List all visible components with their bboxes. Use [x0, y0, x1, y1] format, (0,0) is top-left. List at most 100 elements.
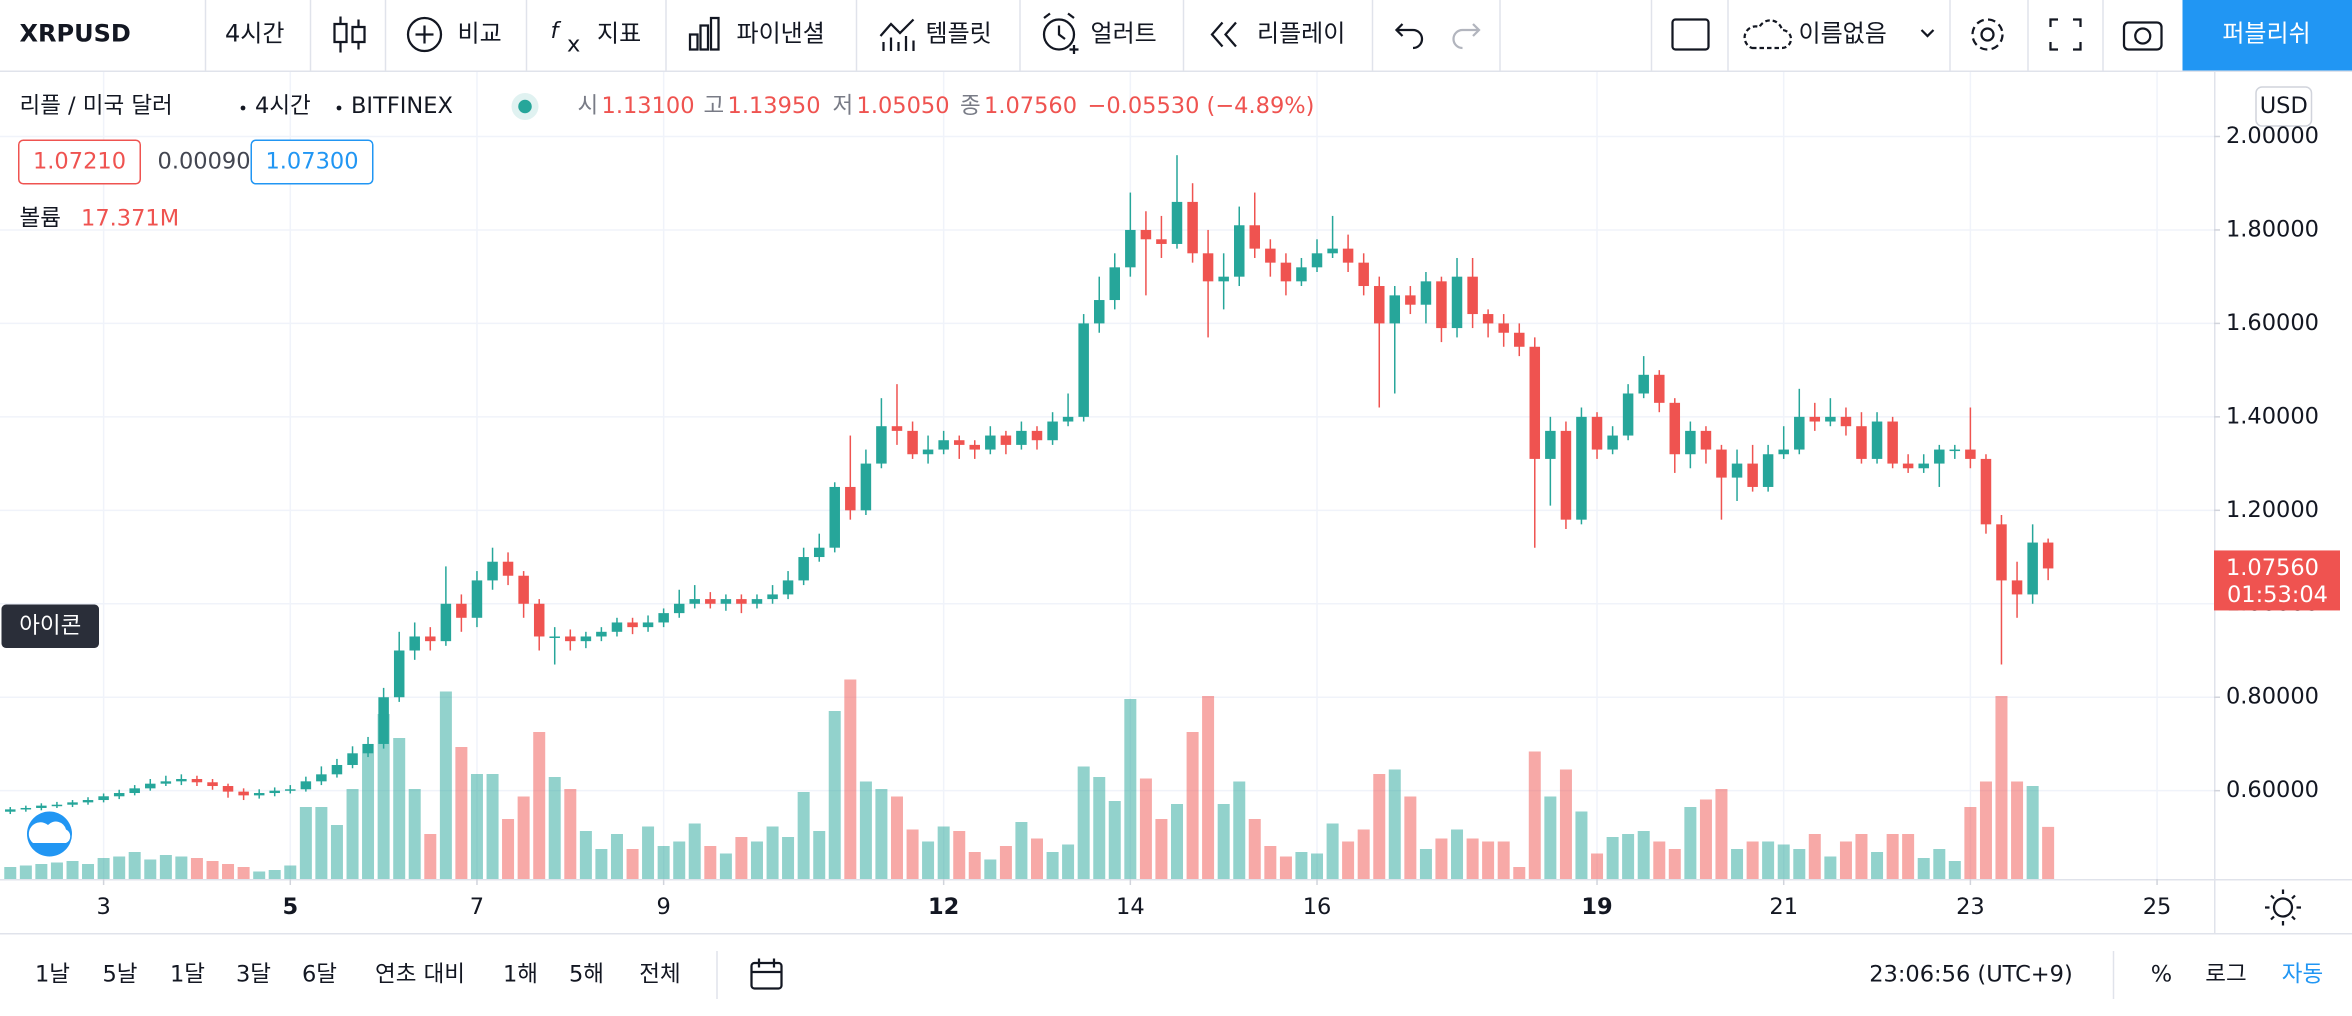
- range-button[interactable]: 6달: [302, 962, 337, 988]
- currency-button[interactable]: [2255, 86, 2313, 127]
- candle-body: [705, 599, 716, 604]
- candle-body: [953, 440, 965, 445]
- currency[interactable]: USD: [2260, 93, 2308, 119]
- candle-body: [440, 603, 452, 642]
- symbol[interactable]: XRPUSD: [20, 20, 131, 48]
- alert[interactable]: 얼러트: [1091, 20, 1157, 48]
- templates-icon[interactable]: [879, 18, 915, 52]
- log-toggle[interactable]: 로그: [2205, 962, 2246, 988]
- undo-icon[interactable]: [1394, 23, 1424, 50]
- candle-body: [2027, 542, 2038, 595]
- chart-type-icon[interactable]: [333, 16, 366, 53]
- low-value: 1.05050: [857, 93, 950, 119]
- range-button[interactable]: 3달: [236, 962, 271, 988]
- templates[interactable]: 템플릿: [926, 20, 992, 48]
- compare[interactable]: 비교: [458, 20, 502, 48]
- camera-icon[interactable]: [2122, 21, 2163, 51]
- bid-box[interactable]: [18, 139, 141, 185]
- candle-body: [471, 580, 483, 618]
- volume-bar: [657, 846, 670, 880]
- volume-bar: [922, 841, 935, 880]
- volume-bar: [1466, 838, 1479, 880]
- ask[interactable]: 1.07300: [265, 149, 358, 175]
- interval[interactable]: 4시간: [225, 20, 284, 48]
- range-button[interactable]: 5해: [569, 962, 604, 988]
- redo-icon[interactable]: [1452, 23, 1481, 50]
- layout-name[interactable]: 이름없음: [1799, 20, 1887, 48]
- top-toolbar: XRPUSD 4시간 비교 f x 지표 파이낸셜 템플릿 얼러트 리플레이 이…: [0, 0, 2352, 73]
- range-button[interactable]: 전체: [639, 962, 680, 988]
- volume-bar: [1295, 852, 1308, 880]
- logo-cloud: [28, 821, 71, 844]
- alert-icon[interactable]: [1042, 12, 1079, 55]
- candle-body: [922, 449, 934, 455]
- compare-icon[interactable]: [406, 16, 443, 53]
- candle-body: [1762, 454, 1774, 487]
- x-tick-label: 7: [470, 894, 484, 920]
- candle-body: [1529, 346, 1541, 459]
- volume-bar: [1622, 834, 1635, 880]
- axis-settings-icon[interactable]: [2265, 889, 2301, 926]
- volume-bar: [346, 789, 359, 880]
- financials-icon[interactable]: [688, 16, 720, 51]
- volume-bar: [159, 855, 172, 880]
- y-tick-label: 2.00000: [2226, 123, 2319, 149]
- candle-body: [1202, 253, 1214, 282]
- financials[interactable]: 파이낸셜: [737, 20, 825, 48]
- dropdown-icon[interactable]: [1920, 29, 1935, 38]
- candle-body: [1965, 449, 1976, 459]
- candle-body: [1669, 402, 1681, 455]
- candle-body: [1809, 416, 1821, 422]
- indicator-icon[interactable]: f: [551, 18, 562, 44]
- x-tick-label: 9: [656, 894, 670, 920]
- x-tick-label: 16: [1303, 894, 1332, 920]
- volume-bar: [1793, 849, 1806, 880]
- symbol-title: 리플 / 미국 달러: [20, 93, 173, 119]
- candle-body: [1591, 416, 1603, 450]
- y-tick-label: 1.20000: [2226, 497, 2319, 523]
- y-tick-label: 1.60000: [2226, 310, 2319, 336]
- range-button[interactable]: 1해: [503, 962, 538, 988]
- candle-body: [1871, 421, 1883, 459]
- fullscreen-icon[interactable]: [2049, 18, 2082, 51]
- candle-body: [1467, 276, 1478, 315]
- price-tag-countdown: 01:53:04: [2227, 582, 2328, 608]
- replay[interactable]: 리플레이: [1257, 20, 1345, 48]
- volume-bar: [424, 834, 437, 880]
- percent-toggle[interactable]: %: [2151, 962, 2172, 988]
- candle-body: [1654, 374, 1665, 403]
- settings-icon[interactable]: [1971, 18, 2004, 51]
- candle-body: [1187, 201, 1198, 254]
- volume-bar: [66, 861, 79, 880]
- indicators[interactable]: 지표: [597, 20, 641, 48]
- volume-bar: [1217, 804, 1230, 880]
- bid[interactable]: 1.07210: [33, 149, 126, 175]
- volume-bar: [1186, 732, 1199, 880]
- cloud-icon: [1743, 19, 1793, 50]
- tooltip: 아이콘: [19, 613, 81, 639]
- bottom-bar: 23:06:56 (UTC+9) % 로그 자동 1날 5날 1달 3달 6달 연초 대비…: [35, 951, 2323, 1000]
- candle-body: [1171, 201, 1183, 244]
- volume-bar: [750, 841, 763, 880]
- volume-bar: [1108, 801, 1121, 880]
- replay-icon[interactable]: [1210, 21, 1237, 48]
- volume-bar: [128, 852, 141, 880]
- auto-toggle[interactable]: 자동: [2282, 962, 2323, 988]
- range-button[interactable]: 1달: [170, 962, 205, 988]
- volume-bar: [393, 738, 406, 880]
- range-button[interactable]: 5날: [102, 962, 137, 988]
- publish[interactable]: 퍼블리쉬: [2222, 20, 2310, 48]
- volume-bar: [1995, 696, 2008, 880]
- layout-icon[interactable]: [1671, 18, 1710, 51]
- range-button[interactable]: 1날: [35, 962, 70, 988]
- publish-button[interactable]: [2182, 0, 2352, 71]
- clock[interactable]: 23:06:56 (UTC+9): [1869, 962, 2073, 988]
- candle-body: [331, 764, 343, 775]
- volume-bar: [1311, 853, 1324, 880]
- range-button[interactable]: 연초 대비: [375, 962, 465, 988]
- ask-box[interactable]: [250, 139, 374, 185]
- candle-body: [1887, 421, 1898, 464]
- candle-body: [1576, 416, 1587, 520]
- volume-bar: [470, 774, 483, 880]
- calendar-icon[interactable]: [750, 958, 783, 990]
